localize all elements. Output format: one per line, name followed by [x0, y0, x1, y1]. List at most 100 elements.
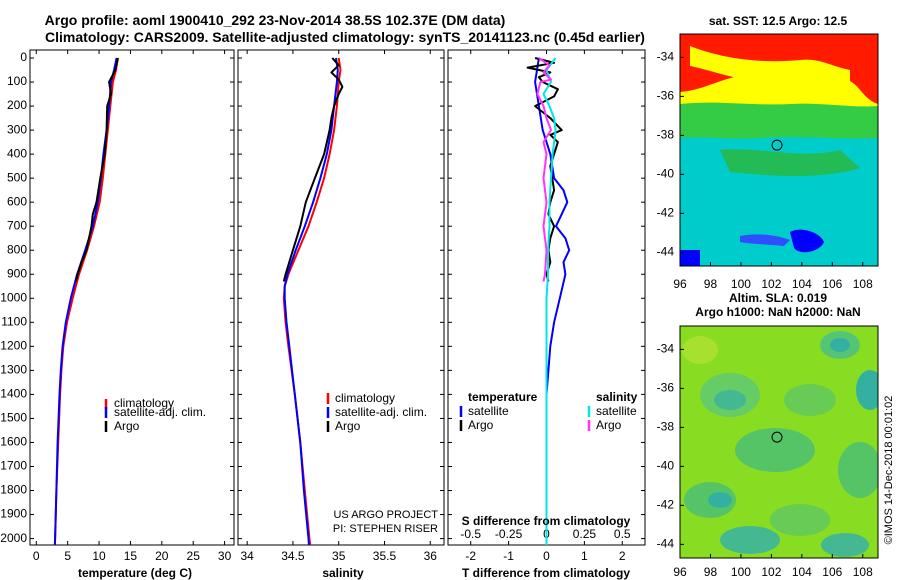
argo-position-marker [771, 139, 783, 151]
lat-tick-label: -40 [657, 167, 675, 181]
series-line-climatology [53, 57, 119, 545]
sst-map-axes [679, 33, 879, 267]
x-tick-label: 30 [218, 549, 232, 563]
x-tick-label: 35 [332, 549, 346, 563]
sla-field-patch [708, 492, 732, 508]
sla-field-patch [770, 504, 830, 536]
lon-tick-label: 102 [761, 565, 781, 579]
series-line-t-argo [526, 57, 563, 282]
lon-tick-label: 98 [704, 565, 718, 579]
temperature-panel: 0100200300400500600700800900100011001200… [0, 49, 235, 580]
series-line-argo [282, 57, 344, 282]
difference-depth-ticks [448, 57, 645, 540]
lon-tick-label: 98 [704, 277, 718, 291]
lon-tick-label: 104 [792, 565, 812, 579]
depth-tick-label: 0 [20, 50, 27, 64]
depth-tick-label: 900 [7, 266, 27, 280]
sst-field-blue [680, 250, 700, 266]
lat-tick-label: -40 [657, 459, 675, 473]
series-line-s-argo [536, 57, 552, 282]
legend-label-t-satellite: satellite [468, 404, 509, 418]
lat-tick-label: -44 [657, 245, 675, 259]
lon-tick-label: 106 [822, 277, 842, 291]
sst-field-blue-patch [740, 234, 790, 246]
salinity-axis-label: salinity [322, 566, 364, 580]
salinity-panel: 34 34.5 35 35.5 36 salinity climatology sate… [237, 49, 445, 580]
lon-tick-label: 96 [673, 277, 687, 291]
legend-label-s-argo: Argo [596, 418, 622, 432]
sla-field-patch [682, 336, 718, 364]
depth-tick-label: 100 [7, 74, 27, 88]
difference-legend-salinity: salinity satellite Argo [587, 390, 638, 432]
legend-title-salinity: salinity [596, 390, 638, 404]
depth-tick-label: 1000 [0, 290, 27, 304]
lat-tick-label: -34 [657, 342, 675, 356]
legend-label-s-satellite: satellite [596, 404, 637, 418]
lat-tick-label: -38 [657, 420, 675, 434]
s-difference-tick-label: 0.5 [614, 527, 631, 541]
series-line-s-satellite [542, 57, 557, 545]
sla-field-patch [735, 428, 815, 472]
sst-field-yellow-patch [690, 46, 850, 83]
salinity-depth-ticks [238, 57, 444, 540]
sst-field-green-patch [720, 149, 860, 176]
legend-title-temperature: temperature [468, 390, 538, 404]
depth-tick-label: 1600 [0, 435, 27, 449]
depth-tick-label: 700 [7, 218, 27, 232]
x-tick-label: -2 [465, 549, 476, 563]
sst-map-ticks: 96 98 100 102 104 106 108 -34 -36 -38 -40 -42 -44 [657, 50, 873, 291]
lon-tick-label: 104 [792, 277, 812, 291]
x-tick-label: 20 [155, 549, 169, 563]
lon-tick-label: 108 [853, 277, 873, 291]
project-credit: US ARGO PROJECT [333, 509, 438, 521]
depth-tick-label: 1400 [0, 387, 27, 401]
sla-field-patch [830, 338, 850, 352]
x-tick-label: 2 [619, 549, 626, 563]
lat-tick-label: -38 [657, 128, 675, 142]
lon-tick-label: 100 [731, 565, 751, 579]
difference-panel: -2 -1 0 1 2 -0.5 -0.25 0 0.25 0.5 T difference f… [447, 49, 646, 580]
temperature-legend: climatology satellite-adj. clim. Argo [104, 396, 206, 433]
lon-tick-label: 106 [822, 565, 842, 579]
lat-tick-label: -42 [657, 206, 675, 220]
depth-tick-label: 500 [7, 170, 27, 184]
depth-tick-label: 600 [7, 194, 27, 208]
t-difference-axis-label: T difference from climatology [462, 566, 630, 580]
legend-label-argo: Argo [335, 419, 361, 433]
depth-tick-label: 2000 [0, 531, 27, 545]
sla-map: Altim. SLA: 0.019 Argo h1000: NaN h2000:… [657, 291, 879, 579]
lon-tick-label: 108 [853, 565, 873, 579]
salinity-curves [282, 57, 344, 545]
figure-subtitle: Climatology: CARS2009. Satellite-adjuste… [45, 29, 645, 45]
temperature-axis-ticks: 0 5 10 15 20 25 30 [33, 50, 232, 563]
salinity-axis-ticks: 34 34.5 35 35.5 36 [240, 50, 437, 563]
sla-field-patch [720, 526, 780, 554]
x-tick-label: -1 [503, 549, 514, 563]
lon-tick-label: 100 [731, 277, 751, 291]
s-difference-axis-label: S difference from climatology [462, 514, 631, 528]
legend-label-satellite: satellite-adj. clim. [114, 405, 206, 419]
legend-label-satellite: satellite-adj. clim. [335, 405, 427, 419]
sla-field-patch [821, 533, 869, 557]
s-difference-axis-ticks: -0.5 -0.25 0 0.25 0.5 [460, 527, 631, 541]
temperature-axis-label: temperature (deg C) [78, 566, 192, 580]
x-tick-label: 25 [187, 549, 201, 563]
legend-label-climatology: climatology [114, 396, 174, 410]
sla-map-title: Altim. SLA: 0.019 [729, 291, 827, 305]
depth-tick-label: 1200 [0, 339, 27, 353]
salinity-axes [237, 49, 445, 546]
x-tick-label: 0 [543, 549, 550, 563]
lat-tick-label: -44 [657, 537, 675, 551]
sla-map-ticks: 96 98 100 102 104 106 108 -34 -36 -38 -40 -42 -44 [657, 342, 873, 579]
depth-tick-label: 1700 [0, 459, 27, 473]
x-tick-label: 35.5 [373, 549, 397, 563]
salinity-legend: climatology satellite-adj. clim. Argo [326, 391, 427, 433]
lon-tick-label: 102 [761, 277, 781, 291]
sst-map-title: sat. SST: 12.5 Argo: 12.5 [709, 14, 848, 28]
x-tick-label: 34 [240, 549, 254, 563]
x-tick-label: 10 [92, 549, 106, 563]
legend-label-t-argo: Argo [468, 418, 494, 432]
depth-tick-label: 800 [7, 242, 27, 256]
depth-axis-ticks: 0 100 200 300 400 500 600 700 800 900 1000 1100 1200… [0, 50, 234, 545]
